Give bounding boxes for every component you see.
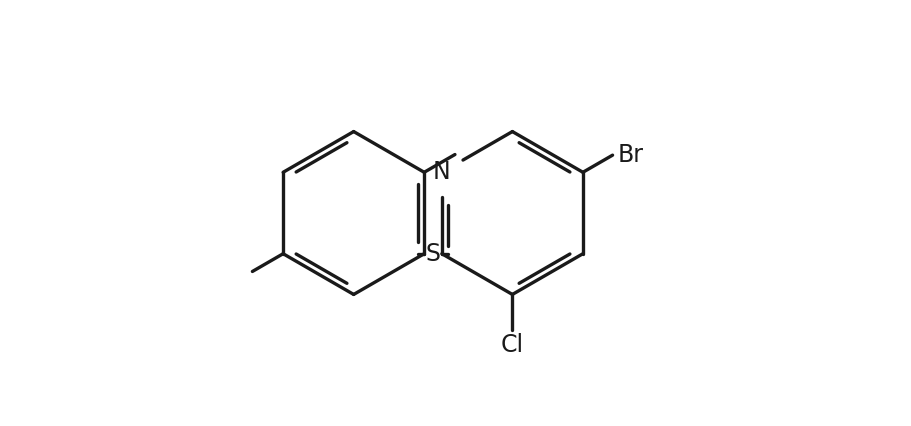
- Text: S: S: [425, 242, 440, 266]
- Text: N: N: [433, 160, 450, 184]
- Text: Cl: Cl: [500, 333, 524, 357]
- Text: Br: Br: [617, 143, 643, 167]
